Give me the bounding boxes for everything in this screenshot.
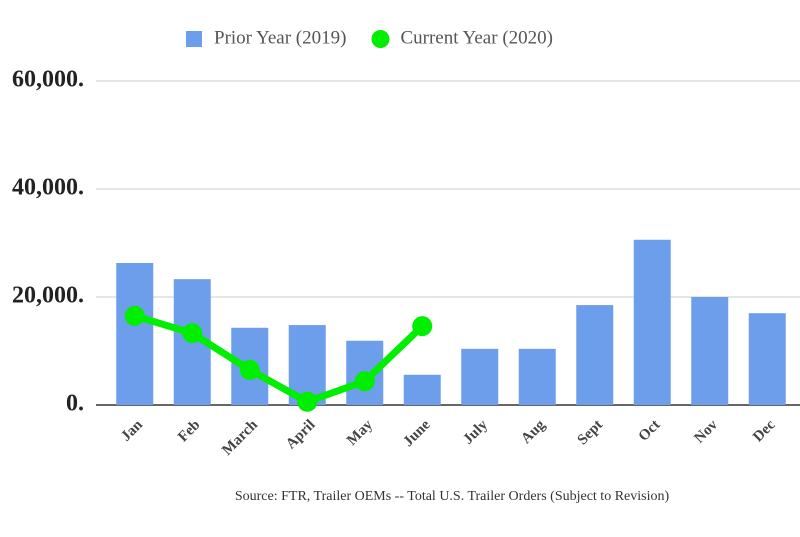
bar bbox=[403, 374, 441, 405]
line-point bbox=[412, 316, 433, 337]
line bbox=[133, 312, 425, 406]
y-tick-label: 60,000. bbox=[12, 67, 84, 93]
bar bbox=[576, 305, 614, 405]
line-point bbox=[182, 323, 203, 344]
legend-swatch bbox=[186, 31, 202, 47]
x-tick-label: Sept bbox=[575, 417, 606, 448]
bar bbox=[748, 313, 786, 405]
x-tick-label: April bbox=[283, 417, 318, 452]
y-tick-label: 40,000. bbox=[12, 175, 84, 201]
x-tick-label: Dec bbox=[750, 417, 779, 446]
legend-swatch bbox=[371, 30, 390, 48]
x-tick-label: Nov bbox=[691, 417, 721, 447]
line-point bbox=[124, 305, 145, 326]
legend-label: Current Year (2020) bbox=[400, 27, 553, 48]
bar bbox=[633, 239, 671, 405]
x-tick-label: Jan bbox=[118, 416, 146, 444]
bar bbox=[116, 262, 154, 405]
y-tick-label: 20,000. bbox=[12, 283, 84, 309]
source-note: Source: FTR, Trailer OEMs -- Total U.S. … bbox=[235, 489, 670, 504]
x-tick-label: June bbox=[400, 417, 433, 450]
x-tick-label: July bbox=[460, 417, 491, 448]
bar bbox=[461, 348, 499, 405]
bar bbox=[518, 348, 556, 405]
x-tick-label: March bbox=[219, 416, 261, 458]
x-tick-label: May bbox=[344, 417, 376, 449]
line-point bbox=[297, 391, 318, 412]
line-point bbox=[239, 359, 260, 380]
x-tick-label: Aug bbox=[518, 417, 549, 448]
x-tick-label: Feb bbox=[175, 417, 203, 445]
line-point bbox=[354, 371, 375, 392]
grid bbox=[96, 80, 800, 406]
x-tick-label: Oct bbox=[636, 417, 664, 445]
legend-label: Prior Year (2019) bbox=[214, 27, 346, 48]
y-tick-label: 0. bbox=[66, 391, 84, 417]
bar bbox=[691, 297, 729, 405]
